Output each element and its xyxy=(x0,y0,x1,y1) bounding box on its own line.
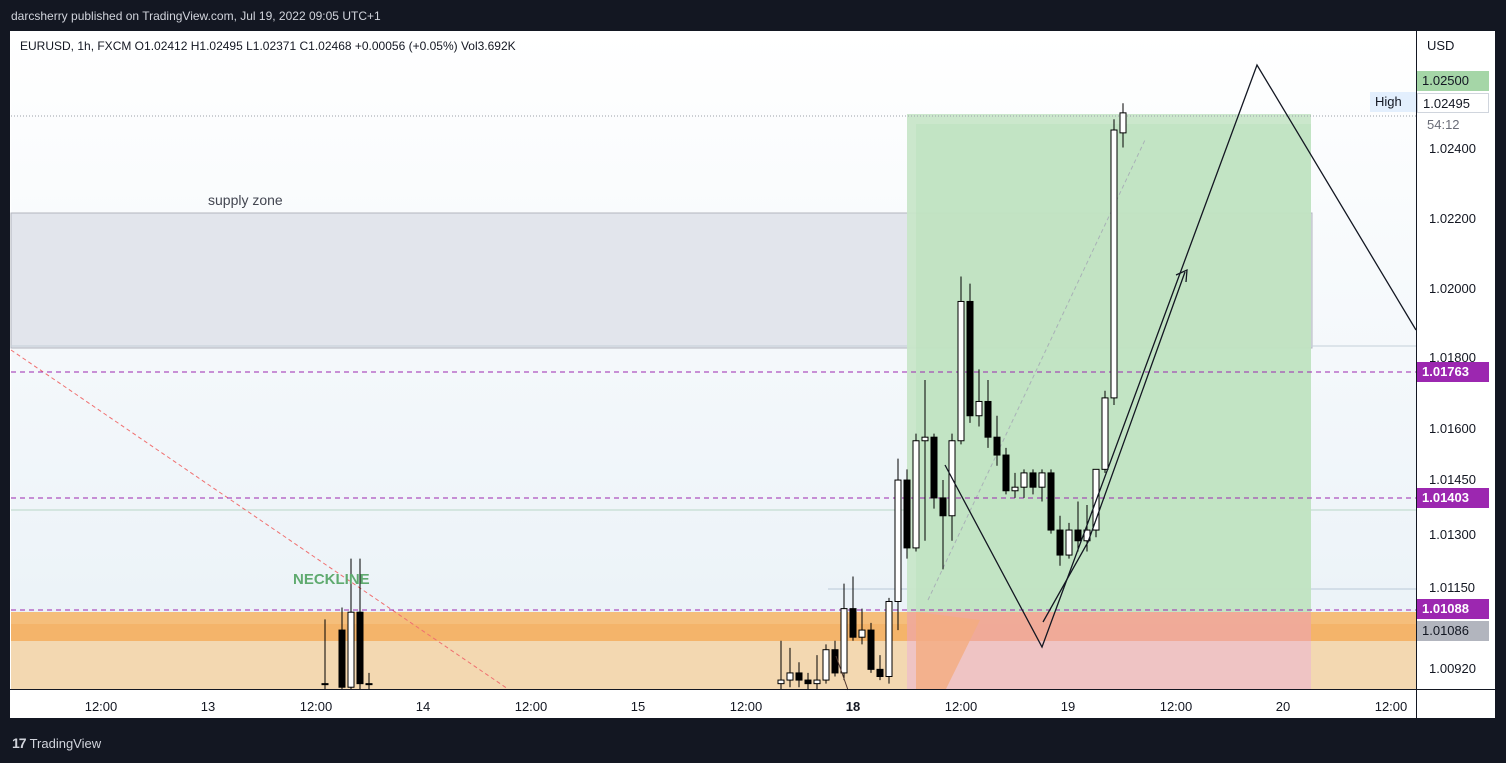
bull-candle xyxy=(975,400,983,417)
bear-candle xyxy=(1074,529,1082,542)
bear-candle xyxy=(849,608,857,638)
publish-text: darcsherry published on TradingView.com,… xyxy=(11,9,381,23)
time-tick-label: 12:00 xyxy=(1374,699,1408,714)
price-tick-label: 1.01450 xyxy=(1429,472,1476,487)
bear-candle xyxy=(804,679,812,685)
bull-candle xyxy=(894,479,902,602)
price-tick-label: 1.02200 xyxy=(1429,211,1476,226)
bear-candle xyxy=(876,668,884,677)
footer-brand: TradingView xyxy=(29,735,102,751)
level-badge-2: 1.01403 xyxy=(1417,488,1489,508)
arrow-path xyxy=(1042,271,1186,623)
bull-candle xyxy=(822,649,830,681)
bull-candle xyxy=(1020,472,1028,488)
time-tick-label: 12:00 xyxy=(514,699,548,714)
price-axis-bg xyxy=(1417,31,1495,689)
target-zone xyxy=(907,114,1311,612)
small-arrow xyxy=(835,655,849,691)
bull-candle xyxy=(347,611,355,688)
level-badge-3: 1.01088 xyxy=(1417,599,1489,619)
high-label: High xyxy=(1370,92,1416,112)
high-price-badge: 1.02495 xyxy=(1417,93,1489,113)
symbol-ohlc-legend: EURUSD, 1h, FXCM O1.02412 H1.02495 L1.02… xyxy=(20,39,516,53)
bull-candle xyxy=(1038,472,1046,488)
bear-candle xyxy=(966,300,974,417)
bull-candle xyxy=(365,683,373,686)
price-tick-label: 1.02000 xyxy=(1429,281,1476,296)
time-tick-label: 20 xyxy=(1275,699,1291,714)
bull-candle xyxy=(840,608,848,674)
pattern-path xyxy=(944,63,1417,649)
bull-candle xyxy=(321,683,329,686)
time-tick-label: 18 xyxy=(845,699,861,714)
bear-candle xyxy=(1047,472,1055,531)
price-tick-label: 1.01300 xyxy=(1429,527,1476,542)
tradingview-logo-icon: 17 xyxy=(12,735,27,751)
arrow-head xyxy=(1175,268,1188,283)
time-tick-label: 12:00 xyxy=(84,699,118,714)
time-tick-label: 13 xyxy=(200,699,216,714)
supply-zone-label: supply zone xyxy=(208,192,283,208)
level-badge-1: 1.01763 xyxy=(1417,362,1489,382)
time-tick-label: 12:00 xyxy=(944,699,978,714)
price-tick-label: 1.02400 xyxy=(1429,141,1476,156)
time-tick-label: 12:00 xyxy=(729,699,763,714)
target-price-badge: 1.02500 xyxy=(1417,71,1489,91)
bull-candle xyxy=(1101,397,1109,470)
bear-candle xyxy=(338,629,346,688)
bull-candle xyxy=(786,672,794,681)
price-tick-label: 1.01150 xyxy=(1429,580,1476,595)
time-tick-label: 19 xyxy=(1060,699,1076,714)
time-tick-label: 12:00 xyxy=(299,699,333,714)
bear-candle xyxy=(356,611,364,685)
time-tick-label: 12:00 xyxy=(1159,699,1193,714)
bear-candle xyxy=(831,649,839,674)
bull-candle xyxy=(1110,129,1118,399)
trend-line-dashed xyxy=(10,349,509,690)
time-tick-label: 14 xyxy=(415,699,431,714)
bear-candle xyxy=(903,479,911,549)
projection-line xyxy=(927,139,1146,601)
bull-candle xyxy=(912,440,920,549)
footer: 17 TradingView xyxy=(12,735,101,751)
bull-candle xyxy=(1011,486,1019,492)
bear-candle xyxy=(1002,454,1010,492)
bull-candle xyxy=(1119,112,1127,134)
bull-candle xyxy=(777,679,785,685)
bear-candle xyxy=(1029,472,1037,488)
bull-candle xyxy=(813,679,821,685)
bull-candle xyxy=(921,436,929,442)
currency-unit[interactable]: USD xyxy=(1427,38,1455,53)
bear-candle xyxy=(930,436,938,499)
bear-candle xyxy=(1056,529,1064,556)
bar-countdown: 54:12 xyxy=(1427,117,1460,132)
price-tick-label: 1.00920 xyxy=(1429,661,1476,676)
entry-price-badge: 1.01086 xyxy=(1417,621,1489,641)
publish-header: darcsherry published on TradingView.com,… xyxy=(0,0,1506,31)
bear-candle xyxy=(993,436,1001,456)
price-tick-label: 1.01600 xyxy=(1429,421,1476,436)
price-tick-label: 1.01800 xyxy=(1429,350,1476,365)
bear-candle xyxy=(867,629,875,670)
entry-triangle xyxy=(916,612,980,689)
neckline-label: NECKLINE xyxy=(293,571,370,588)
bear-candle xyxy=(939,497,947,517)
time-tick-label: 15 xyxy=(630,699,646,714)
bear-candle xyxy=(795,672,803,681)
bull-candle xyxy=(858,629,866,638)
bull-candle xyxy=(1065,529,1073,556)
bull-candle xyxy=(885,600,893,677)
bull-candle xyxy=(957,300,965,442)
bear-candle xyxy=(984,400,992,438)
